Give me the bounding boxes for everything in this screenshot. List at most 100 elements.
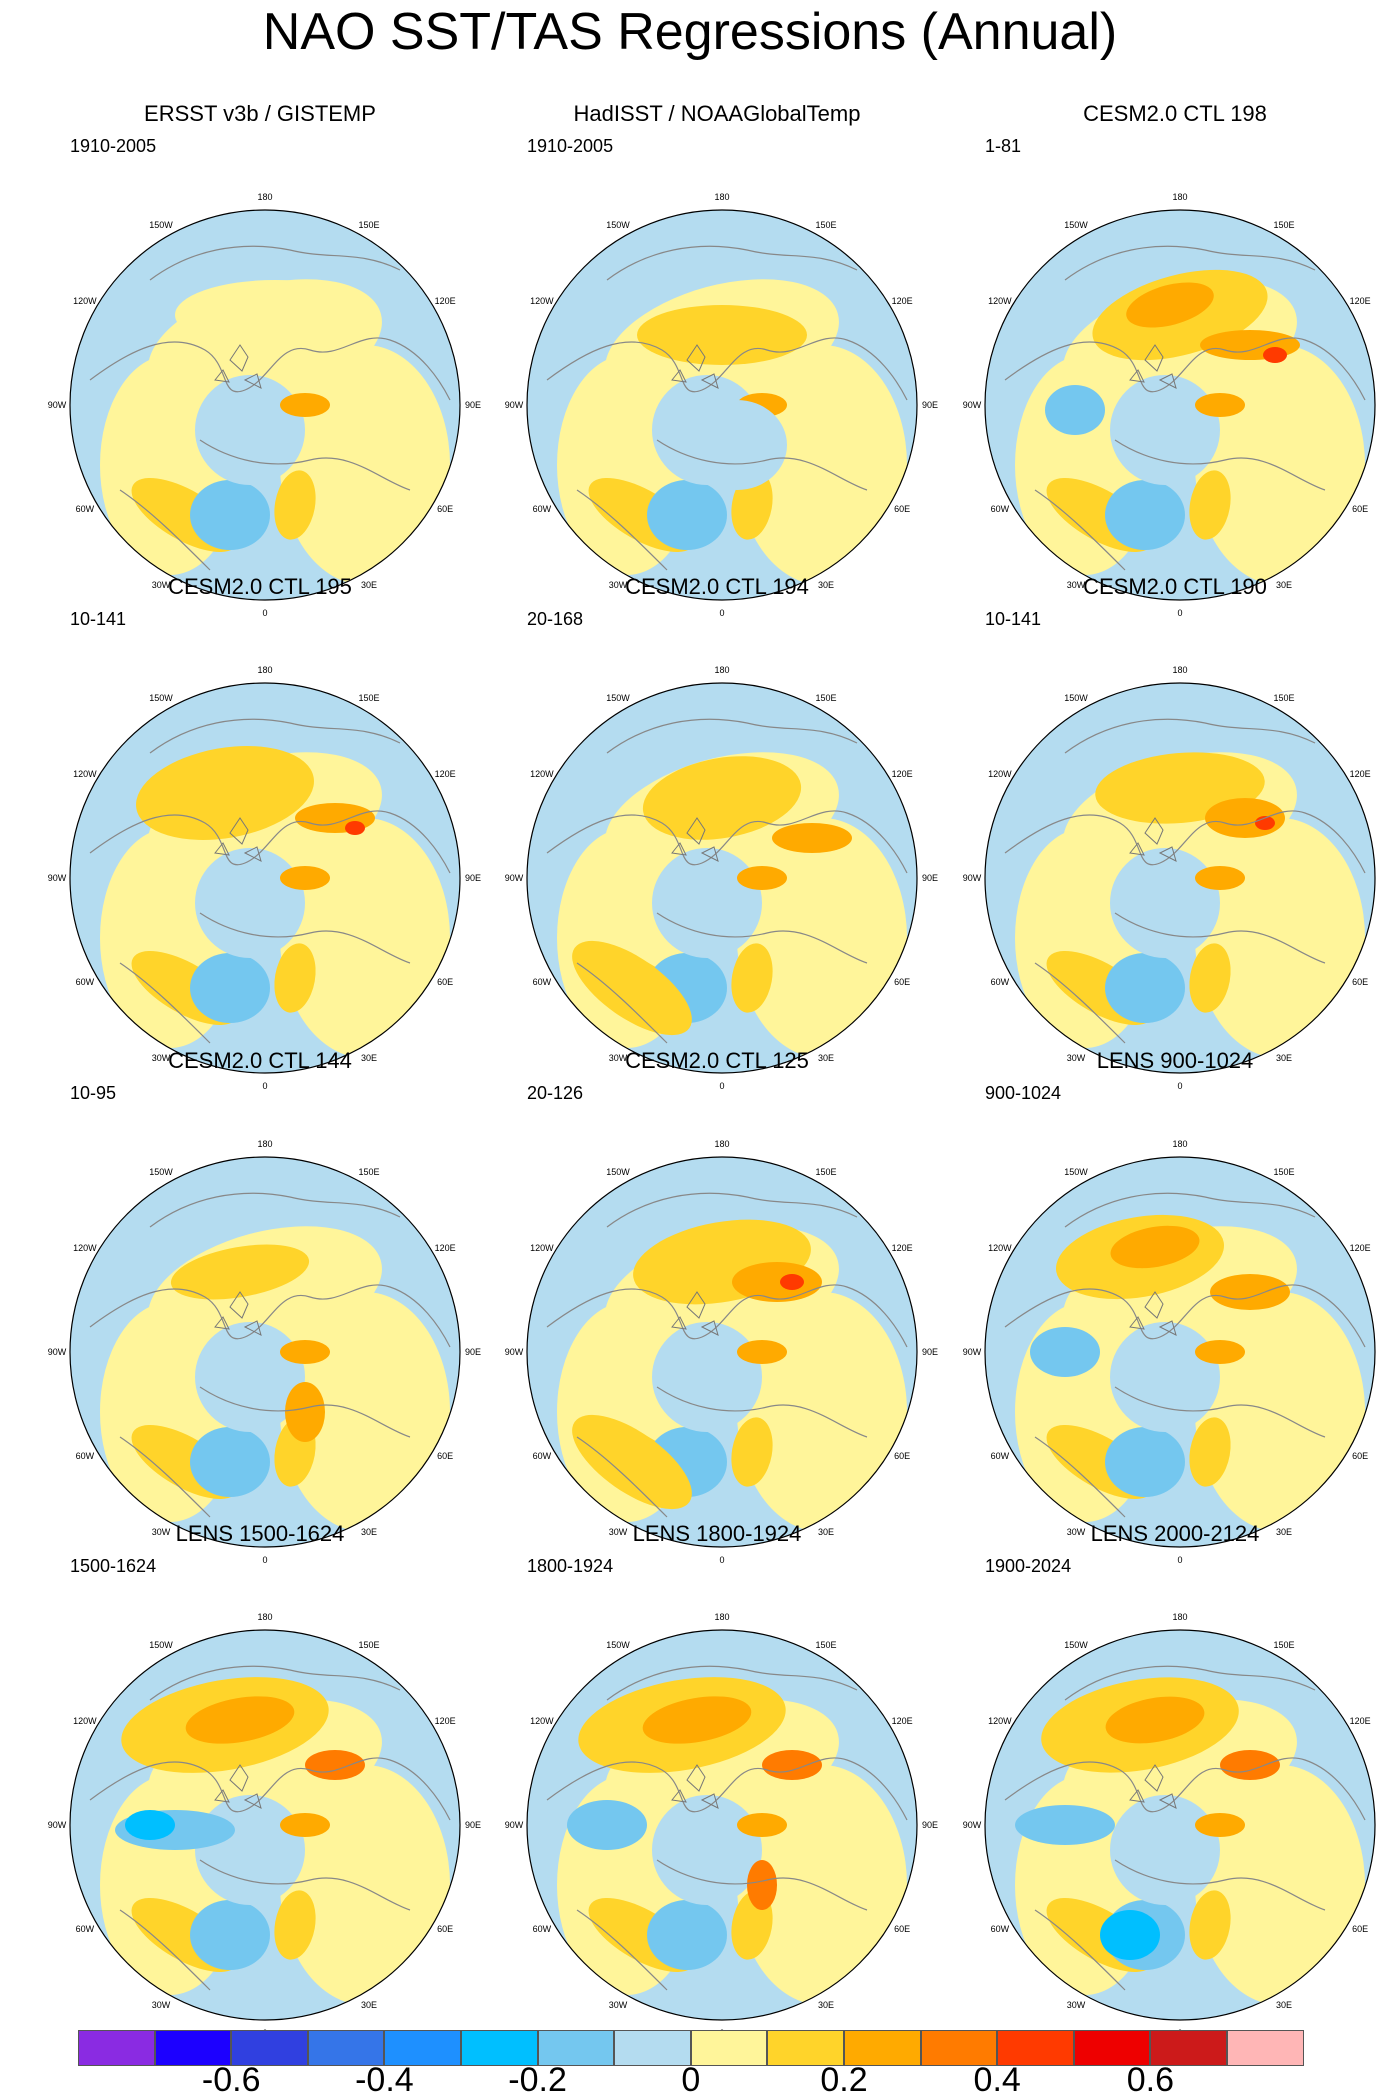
longitude-label: 90W (505, 1820, 524, 1830)
longitude-label: 180 (1172, 1612, 1187, 1622)
longitude-label: 150W (1064, 1640, 1088, 1650)
longitude-label: 60E (437, 977, 453, 987)
colorbar-swatch (614, 2030, 691, 2066)
anomaly-region (285, 343, 345, 367)
longitude-label: 60E (894, 504, 910, 514)
longitude-label: 90W (48, 1347, 67, 1357)
anomaly-region (1210, 1274, 1290, 1310)
longitude-label: 60E (1352, 977, 1368, 987)
longitude-label: 120E (435, 1716, 456, 1726)
longitude-label: 30E (818, 2000, 834, 2010)
longitude-label: 60E (1352, 1451, 1368, 1461)
longitude-label: 90E (922, 400, 938, 410)
longitude-label: 150E (1273, 1640, 1294, 1650)
longitude-label: 120W (988, 1716, 1012, 1726)
longitude-label: 120E (892, 769, 913, 779)
longitude-label: 180 (714, 192, 729, 202)
anomaly-region (1105, 480, 1185, 550)
longitude-label: 120W (530, 296, 554, 306)
anomaly-region (1105, 1427, 1185, 1497)
longitude-label: 150E (358, 1640, 379, 1650)
anomaly-region (1015, 1805, 1115, 1845)
longitude-label: 90W (48, 873, 67, 883)
longitude-label: 60E (894, 1451, 910, 1461)
longitude-label: 60W (76, 504, 95, 514)
colorbar-label: -0.2 (508, 2063, 567, 2097)
anomaly-region (1110, 1322, 1220, 1432)
anomaly-region (190, 1427, 270, 1497)
longitude-label: 120W (988, 769, 1012, 779)
longitude-label: 60E (894, 1924, 910, 1934)
longitude-label: 90W (505, 1347, 524, 1357)
longitude-label: 150E (815, 220, 836, 230)
longitude-label: 120E (1350, 296, 1371, 306)
longitude-label: 120E (1350, 769, 1371, 779)
map-panel: LENS 2000-21241900-2024180150E120E90E60E… (945, 1520, 1380, 1990)
longitude-label: 120W (530, 1243, 554, 1253)
longitude-label: 120E (1350, 1243, 1371, 1253)
longitude-label: 150W (149, 220, 173, 230)
longitude-label: 150E (358, 1167, 379, 1177)
longitude-label: 60W (533, 504, 552, 514)
map-panel: CESM2.0 CTL 1981-81180150E120E90E60E30E0… (945, 100, 1380, 570)
anomaly-region (280, 866, 330, 890)
anomaly-region (345, 821, 365, 835)
anomaly-region (652, 848, 762, 958)
map-panel: LENS 900-1024900-1024180150E120E90E60E30… (945, 1047, 1380, 1517)
longitude-label: 60W (991, 977, 1010, 987)
colorbar-label: -0.6 (202, 2063, 261, 2097)
anomaly-region (732, 1262, 822, 1302)
anomaly-region (652, 1795, 762, 1905)
anomaly-region (1100, 1910, 1160, 1960)
longitude-label: 150W (606, 220, 630, 230)
longitude-label: 120W (73, 1716, 97, 1726)
longitude-label: 180 (714, 1139, 729, 1149)
longitude-label: 120W (988, 296, 1012, 306)
anomaly-region (1205, 798, 1285, 838)
longitude-label: 90E (465, 873, 481, 883)
longitude-label: 150E (1273, 220, 1294, 230)
longitude-label: 120W (530, 1716, 554, 1726)
longitude-label: 150E (815, 1167, 836, 1177)
longitude-label: 180 (1172, 192, 1187, 202)
anomaly-region (1105, 953, 1185, 1023)
longitude-label: 60W (76, 1924, 95, 1934)
anomaly-region (772, 823, 852, 853)
colorbar-label: 0 (681, 2063, 700, 2097)
anomaly-region (190, 953, 270, 1023)
longitude-label: 90E (922, 1820, 938, 1830)
anomaly-region (190, 480, 270, 550)
anomaly-region (285, 1382, 325, 1442)
longitude-label: 60W (76, 977, 95, 987)
anomaly-region (190, 1900, 270, 1970)
longitude-label: 90W (48, 400, 67, 410)
longitude-label: 90W (505, 873, 524, 883)
longitude-label: 150W (1064, 1167, 1088, 1177)
anomaly-region (1045, 385, 1105, 435)
longitude-label: 30W (1067, 2000, 1086, 2010)
anomaly-field (955, 1630, 1375, 2099)
colorbar-label: -0.4 (355, 2063, 414, 2097)
longitude-label: 120E (892, 1716, 913, 1726)
longitude-label: 90W (963, 1347, 982, 1357)
longitude-label: 90W (963, 1820, 982, 1830)
anomaly-region (280, 393, 330, 417)
longitude-label: 90W (963, 400, 982, 410)
longitude-label: 90E (465, 400, 481, 410)
longitude-label: 150W (1064, 220, 1088, 230)
longitude-label: 90E (922, 873, 938, 883)
anomaly-region (1195, 866, 1245, 890)
colorbar-swatch (691, 2030, 768, 2066)
anomaly-region (1195, 818, 1365, 1058)
longitude-label: 30E (1276, 2000, 1292, 2010)
